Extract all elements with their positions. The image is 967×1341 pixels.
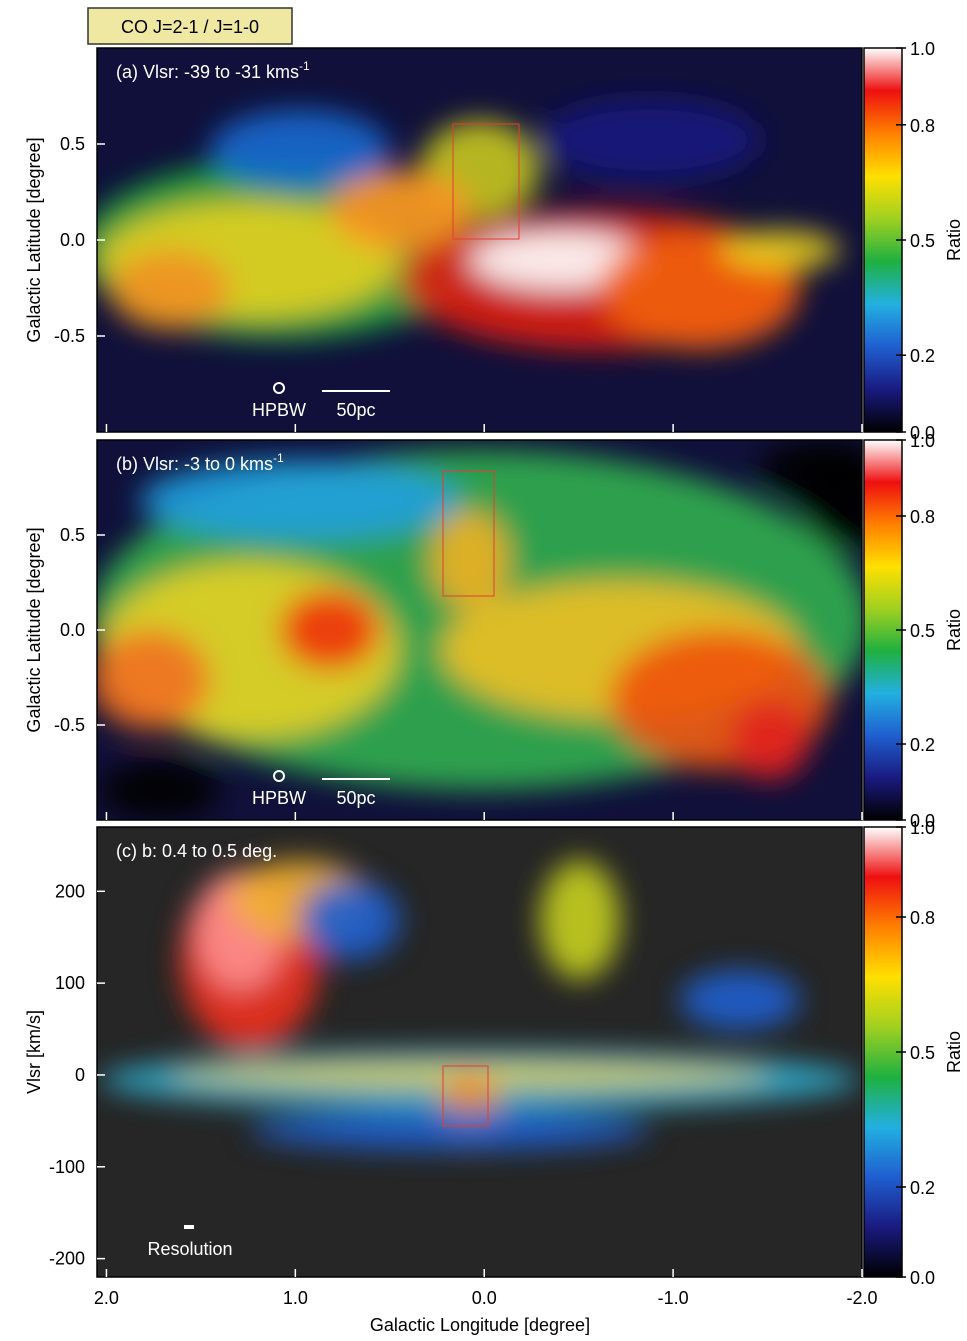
scale-label: 50pc [336, 400, 375, 420]
y-axis-label: Galactic Latitude [degree] [24, 137, 44, 342]
map-region [300, 880, 400, 960]
colorbar-tick-label: 0.8 [910, 116, 935, 136]
colorbar-tick-label: 0.2 [910, 1178, 935, 1198]
colorbar-tick-label: 0.2 [910, 346, 935, 366]
panel-title: (c) b: 0.4 to 0.5 deg. [116, 841, 277, 861]
resolution-marker [184, 1225, 194, 1229]
map-region [110, 250, 230, 330]
map-region [210, 110, 390, 190]
scale-label: 50pc [336, 788, 375, 808]
y-tick-label: 0.5 [60, 134, 85, 154]
colorbar-tick-label: 0.5 [910, 1043, 935, 1063]
y-tick-label: -0.5 [54, 326, 85, 346]
panel-title-text: (a) Vlsr: -39 to -31 kms [116, 62, 299, 82]
colorbar-tick-label: 1.0 [910, 431, 935, 451]
colorbar-tick-label: 0.0 [910, 423, 935, 443]
panel-title-text: (c) b: 0.4 to 0.5 deg. [116, 841, 277, 861]
panel-title-superscript: -1 [299, 59, 310, 73]
label-box [87, 7, 293, 45]
map-region [430, 510, 510, 610]
map-region [330, 170, 470, 250]
y-tick-label: 100 [55, 973, 85, 993]
x-tick-label: 2.0 [94, 1288, 119, 1308]
x-tick-label: 1.0 [283, 1288, 308, 1308]
colorbar [863, 47, 903, 433]
map-region [140, 460, 460, 540]
highlight-box [442, 1065, 489, 1127]
y-axis-label: Vlsr [km/s] [24, 1010, 44, 1094]
colorbar-tick-label: 0.8 [910, 507, 935, 527]
beam-marker [273, 382, 285, 394]
panel-title-superscript: -1 [273, 451, 284, 465]
colorbar-tick-label: 0.5 [910, 231, 935, 251]
panel-title-text: (b) Vlsr: -3 to 0 kms [116, 454, 273, 474]
colorbar-tick-label: 0.5 [910, 621, 935, 641]
map-region [760, 440, 862, 500]
highlight-box [452, 123, 520, 240]
y-axis-label: Galactic Latitude [degree] [24, 527, 44, 732]
map-region [280, 590, 380, 670]
map-region [540, 860, 620, 980]
y-tick-label: -200 [49, 1249, 85, 1269]
x-tick-label: -2.0 [846, 1288, 877, 1308]
beam-marker [273, 770, 285, 782]
beam-label: HPBW [252, 400, 306, 420]
map-image [97, 100, 840, 350]
colorbar-tick-label: 0.0 [910, 811, 935, 831]
y-tick-label: -0.5 [54, 715, 85, 735]
map-region [100, 760, 220, 820]
x-axis-label: Galactic Longitude [degree] [370, 1315, 590, 1335]
colorbar-label: Ratio [944, 1031, 964, 1073]
map-region [250, 1110, 650, 1150]
y-tick-label: 200 [55, 881, 85, 901]
panel-title: (b) Vlsr: -3 to 0 kms-1 [116, 451, 284, 474]
x-tick-label: 0.0 [472, 1288, 497, 1308]
colorbar-tick-label: 1.0 [910, 818, 935, 838]
colorbar-label: Ratio [944, 609, 964, 651]
colorbar-tick-label: 0.8 [910, 908, 935, 928]
map-region [720, 230, 840, 270]
colorbar-tick-label: 1.0 [910, 39, 935, 59]
y-tick-label: 0.0 [60, 230, 85, 250]
map-region [97, 630, 210, 730]
map-image [97, 440, 862, 820]
map-region [730, 700, 810, 780]
resolution-label: Resolution [147, 1239, 232, 1259]
panel-title: (a) Vlsr: -39 to -31 kms-1 [116, 59, 310, 82]
y-tick-label: 0.0 [60, 620, 85, 640]
highlight-box [442, 470, 495, 597]
plot-frame [96, 826, 863, 1278]
colorbar-tick-label: 0.2 [910, 735, 935, 755]
colorbar-label: Ratio [944, 219, 964, 261]
map-region [680, 970, 800, 1030]
colorbar [863, 439, 903, 821]
map-image [100, 860, 860, 1150]
x-tick-label: -1.0 [658, 1288, 689, 1308]
map-region [540, 100, 760, 180]
y-tick-label: 0 [75, 1065, 85, 1085]
y-tick-label: -100 [49, 1157, 85, 1177]
beam-label: HPBW [252, 788, 306, 808]
y-tick-label: 0.5 [60, 525, 85, 545]
label-box-text: CO J=2-1 / J=1-0 [121, 17, 259, 37]
colorbar-tick-label: 0.0 [910, 1268, 935, 1288]
